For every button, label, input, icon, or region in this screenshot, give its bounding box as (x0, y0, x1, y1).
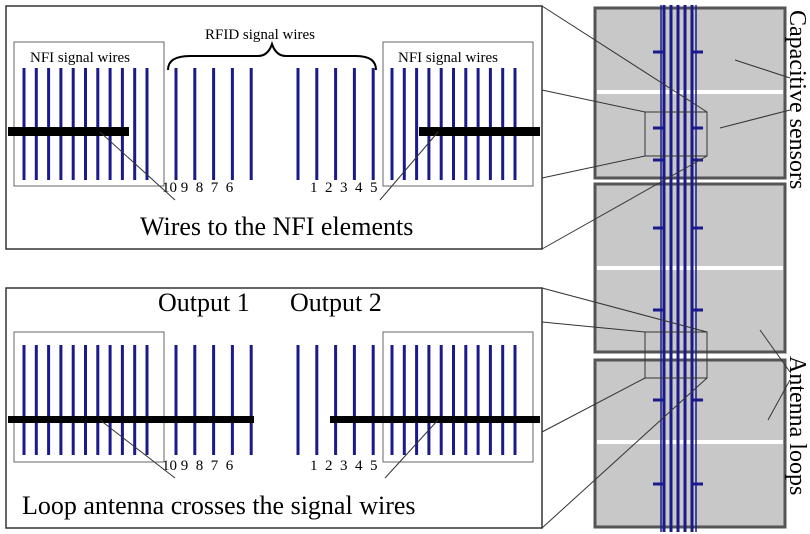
connector-top-4 (541, 155, 708, 250)
output1-label: Output 1 (158, 288, 250, 317)
rfid-brace (167, 40, 377, 71)
top-left-nfi-bar (8, 127, 129, 136)
top-pointer-left (99, 131, 176, 201)
connector-bottom-4 (541, 377, 708, 529)
sensor-divider-1 (597, 90, 783, 94)
sensor-strip (593, 5, 787, 532)
bottom-pointer-left (99, 419, 176, 479)
bottom-numbers-left: 10 9 8 7 6 (162, 458, 234, 474)
bottom-caption: Loop antenna crosses the signal wires (22, 491, 416, 520)
zoom-box-top (644, 111, 708, 157)
top-caption: Wires to the NFI elements (140, 212, 413, 241)
top-nfi-right-title: NFI signal wires (398, 50, 498, 66)
connector-top-3 (541, 155, 646, 179)
output2-label: Output 2 (290, 288, 382, 317)
capacitive-sensors-label: Capacitive sensors (784, 10, 810, 189)
capacitive-pointer-1 (734, 59, 791, 79)
bottom-numbers-right: 1 2 3 4 5 (310, 458, 378, 474)
connector-lines (541, 5, 708, 529)
bottom-nfi-left-box (13, 331, 165, 463)
sensor-divider-3 (597, 440, 783, 444)
side-pointers (719, 59, 791, 421)
top-rfid-title: RFID signal wires (205, 27, 315, 43)
sensor-divider-2 (597, 266, 783, 270)
connector-top-2 (541, 89, 646, 113)
top-nfi-left-box (13, 41, 165, 187)
antenna-loops-label: Antenna loops (784, 356, 810, 495)
top-pointer-right (379, 131, 439, 201)
top-numbers-right: 1 2 3 4 5 (310, 180, 378, 196)
top-numbers-left: 10 9 8 7 6 (162, 180, 234, 196)
top-nfi-left-title: NFI signal wires (30, 50, 130, 66)
connector-bottom-2 (541, 321, 646, 333)
top-signal-wires (22, 68, 517, 180)
bottom-nfi-right-box (382, 331, 534, 463)
top-nfi-right-box (382, 41, 534, 187)
connector-top-1 (541, 5, 708, 113)
bottom-right-loop-bar (330, 416, 540, 423)
zoom-box-bottom (644, 331, 708, 379)
bottom-left-loop-bar (8, 416, 254, 423)
top-right-nfi-bar (419, 127, 540, 136)
bottom-pointer-right (384, 419, 439, 479)
connector-bottom-1 (541, 287, 708, 333)
antenna-pointer-1 (759, 329, 791, 373)
capacitive-pointer-2 (719, 109, 791, 129)
connector-bottom-3 (541, 377, 646, 433)
bottom-signal-wires (22, 345, 517, 455)
wire-tick-marks (653, 50, 703, 486)
top-panel: NFI signal wires RFID signal wires NFI s… (5, 5, 543, 250)
antenna-pointer-2 (767, 379, 791, 421)
bottom-panel: Output 1 Output 2 10 9 8 7 6 1 2 3 4 5 L… (5, 287, 543, 529)
